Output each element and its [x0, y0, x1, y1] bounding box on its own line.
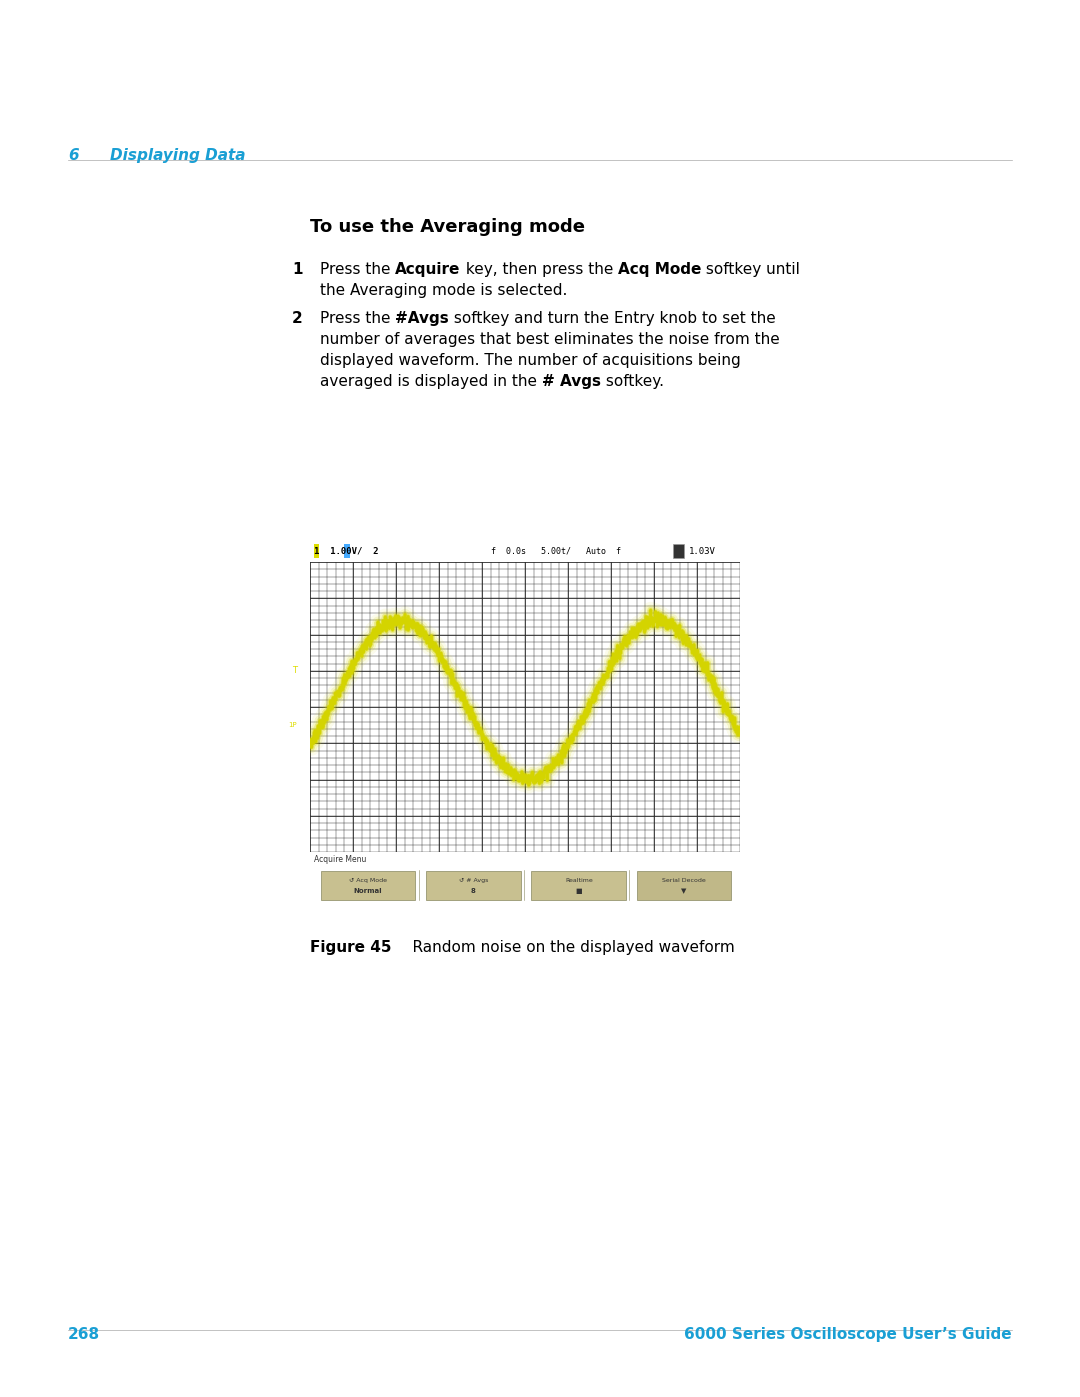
Text: # Avgs: # Avgs	[542, 374, 600, 388]
Text: Press the: Press the	[320, 312, 395, 326]
Text: Random noise on the displayed waveform: Random noise on the displayed waveform	[393, 940, 734, 956]
Text: averaged is displayed in the: averaged is displayed in the	[320, 374, 542, 388]
Text: f  0.0s   5.00t/   Auto  f: f 0.0s 5.00t/ Auto f	[490, 546, 631, 556]
Text: Press the: Press the	[320, 263, 395, 277]
Text: ■: ■	[576, 888, 582, 894]
Text: 1: 1	[292, 263, 302, 277]
Text: Acquire Menu: Acquire Menu	[314, 855, 367, 863]
Text: Displaying Data: Displaying Data	[110, 148, 245, 163]
Text: Acquire: Acquire	[395, 263, 461, 277]
Text: 1  1.00V/  2: 1 1.00V/ 2	[314, 546, 379, 556]
Text: 268: 268	[68, 1327, 100, 1343]
Text: number of averages that best eliminates the noise from the: number of averages that best eliminates …	[320, 332, 780, 346]
Text: T: T	[292, 666, 297, 675]
Bar	[314, 545, 320, 557]
Bar	[531, 870, 626, 900]
Text: the Averaging mode is selected.: the Averaging mode is selected.	[320, 284, 567, 298]
Text: Acq Mode: Acq Mode	[618, 263, 701, 277]
Text: Serial Decode: Serial Decode	[662, 879, 706, 883]
Bar	[427, 870, 521, 900]
Text: Normal: Normal	[354, 888, 382, 894]
Text: 8: 8	[471, 888, 476, 894]
Text: softkey and turn the Entry knob to set the: softkey and turn the Entry knob to set t…	[449, 312, 775, 326]
Text: #Avgs: #Avgs	[395, 312, 449, 326]
Text: 6000 Series Oscilloscope User’s Guide: 6000 Series Oscilloscope User’s Guide	[685, 1327, 1012, 1343]
Text: 2: 2	[292, 312, 302, 326]
Text: softkey until: softkey until	[701, 263, 800, 277]
Bar	[345, 545, 350, 557]
Text: ↺ # Avgs: ↺ # Avgs	[459, 879, 488, 883]
Text: 6: 6	[68, 148, 79, 163]
Text: To use the Averaging mode: To use the Averaging mode	[310, 218, 585, 236]
Text: ↺ Acq Mode: ↺ Acq Mode	[349, 879, 387, 883]
Text: key, then press the: key, then press the	[461, 263, 618, 277]
Text: 1P: 1P	[288, 722, 297, 728]
Text: displayed waveform. The number of acquisitions being: displayed waveform. The number of acquis…	[320, 353, 741, 367]
Bar	[673, 545, 684, 557]
Bar	[321, 870, 416, 900]
Text: 1.03V: 1.03V	[688, 546, 715, 556]
Text: Realtime: Realtime	[565, 879, 593, 883]
Bar	[637, 870, 731, 900]
Text: ▼: ▼	[681, 888, 687, 894]
Text: Figure 45: Figure 45	[310, 940, 391, 956]
Text: softkey.: softkey.	[600, 374, 664, 388]
